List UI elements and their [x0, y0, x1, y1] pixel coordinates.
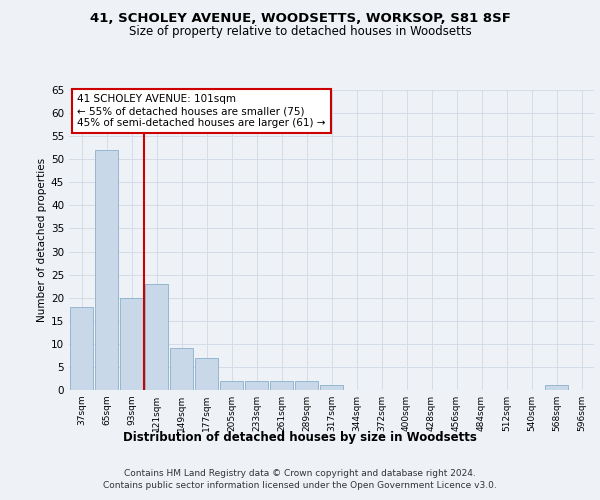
Bar — [120, 298, 143, 390]
Bar — [70, 307, 93, 390]
Bar — [95, 150, 118, 390]
Bar — [270, 381, 293, 390]
Bar — [295, 381, 318, 390]
Text: Size of property relative to detached houses in Woodsetts: Size of property relative to detached ho… — [128, 25, 472, 38]
Text: Distribution of detached houses by size in Woodsetts: Distribution of detached houses by size … — [123, 431, 477, 444]
Bar — [170, 348, 193, 390]
Bar — [220, 381, 243, 390]
Bar — [545, 386, 568, 390]
Text: 41 SCHOLEY AVENUE: 101sqm
← 55% of detached houses are smaller (75)
45% of semi-: 41 SCHOLEY AVENUE: 101sqm ← 55% of detac… — [77, 94, 325, 128]
Text: Contains public sector information licensed under the Open Government Licence v3: Contains public sector information licen… — [103, 482, 497, 490]
Bar — [320, 386, 343, 390]
Bar — [195, 358, 218, 390]
Text: 41, SCHOLEY AVENUE, WOODSETTS, WORKSOP, S81 8SF: 41, SCHOLEY AVENUE, WOODSETTS, WORKSOP, … — [89, 12, 511, 26]
Bar — [245, 381, 268, 390]
Bar — [145, 284, 168, 390]
Text: Contains HM Land Registry data © Crown copyright and database right 2024.: Contains HM Land Registry data © Crown c… — [124, 470, 476, 478]
Y-axis label: Number of detached properties: Number of detached properties — [37, 158, 47, 322]
